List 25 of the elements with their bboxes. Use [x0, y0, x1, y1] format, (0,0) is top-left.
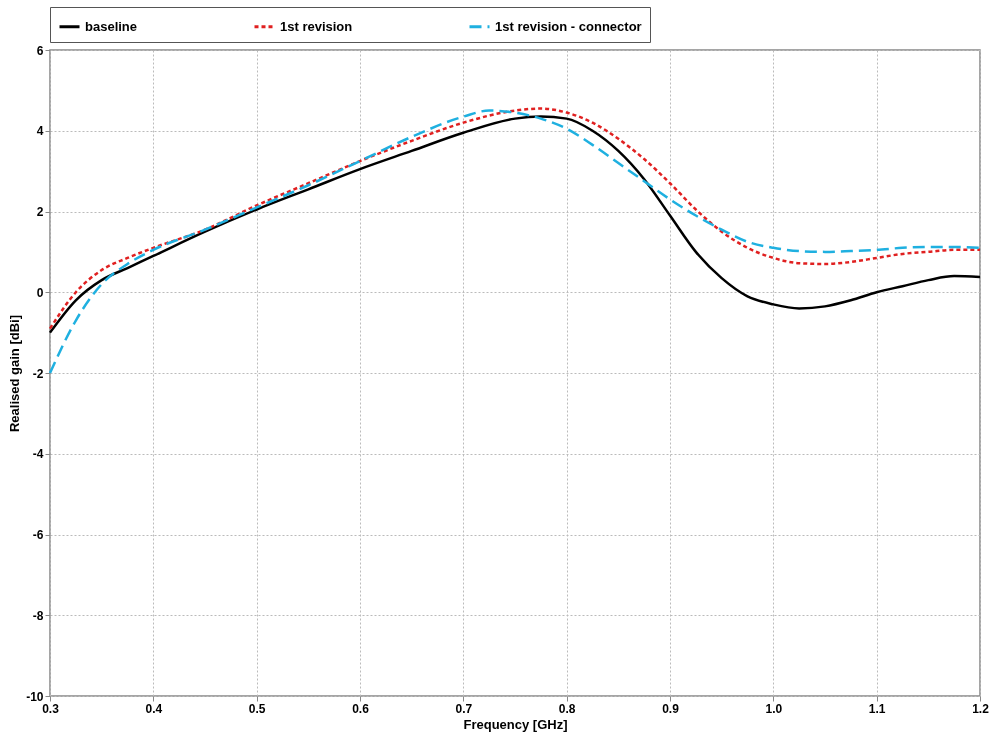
x-tick-label: 1.2	[972, 701, 990, 716]
y-axis-title: Realised gain [dBi]	[7, 314, 23, 433]
y-tick-label: 0	[36, 285, 44, 300]
y-tick-label: -6	[32, 528, 44, 542]
y-tick-label: -4	[32, 447, 44, 462]
y-tick-label: 4	[36, 124, 44, 139]
x-tick-label: 0.6	[352, 701, 370, 716]
x-tick-label: 0.4	[145, 701, 163, 716]
x-tick-label: 1.0	[765, 701, 783, 716]
line-series	[48, 109, 982, 375]
x-tick-label: 0.9	[662, 701, 680, 716]
y-tick-label: 6	[36, 43, 44, 58]
y-tick-label: -10	[26, 689, 44, 704]
x-tick-label: 0.5	[248, 701, 266, 716]
y-tick-label: 2	[36, 205, 44, 219]
x-tick-label: 0.7	[455, 701, 473, 716]
legend-label: 1st revision	[280, 18, 353, 34]
x-tick-label: 0.8	[558, 701, 576, 716]
x-axis-title: Frequency [GHz]	[463, 716, 568, 732]
y-tick-label: -8	[32, 608, 44, 623]
legend-label: 1st revision - connector	[495, 18, 642, 34]
x-tick-label: 0.3	[42, 701, 60, 716]
x-tick-label: 1.1	[868, 701, 886, 716]
y-tick-label: -2	[32, 366, 44, 381]
legend-label: baseline	[85, 18, 138, 34]
